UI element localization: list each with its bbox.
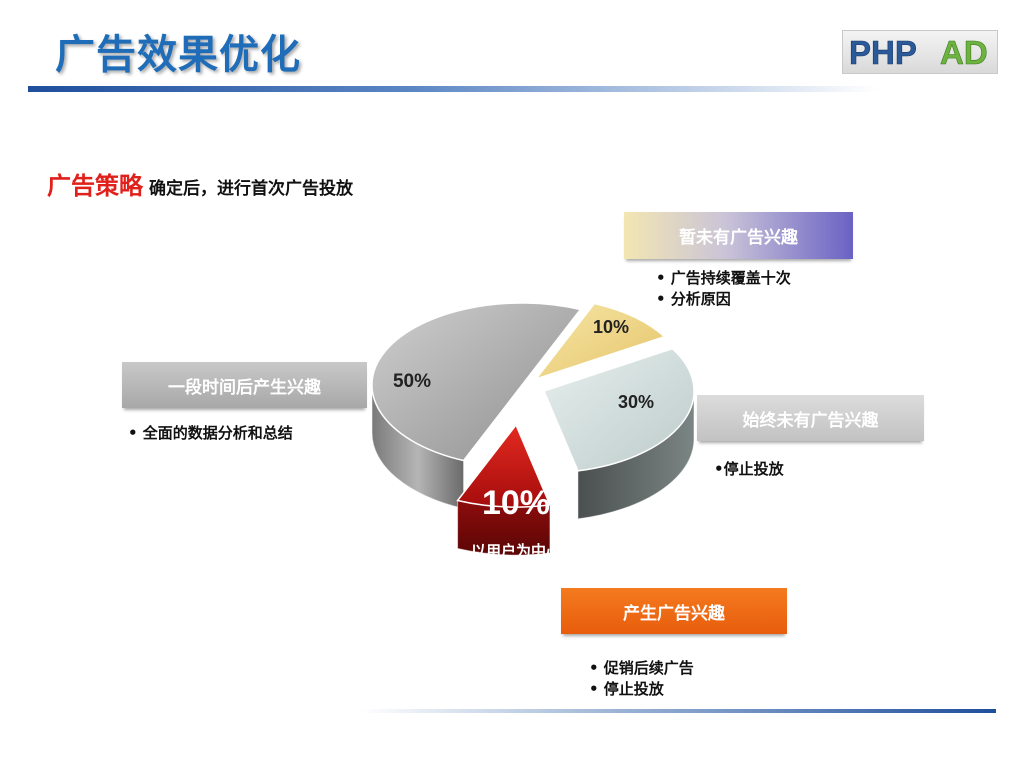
pie-slice-value-label: 10% (593, 317, 629, 337)
bullet-item: • 广告持续覆盖十次 (656, 269, 791, 287)
strategy-highlight: 广告策略 (47, 172, 143, 200)
pie-slice-side (457, 499, 551, 556)
bullet-item: •停止投放 (714, 460, 784, 478)
strategy-text: 确定后，进行首次广告投放 (149, 179, 353, 199)
bullet-item: • 分析原因 (656, 290, 731, 308)
bullets-later-interest: • 全面的数据分析和总结 (128, 423, 293, 444)
title-underline (28, 86, 878, 92)
pie-center-label: 以用户为中心 (471, 542, 561, 560)
banner-never-interest: 始终未有广告兴趣 (697, 395, 924, 441)
strategy-line: 广告策略 确定后，进行首次广告投放 (47, 166, 353, 201)
bullet-item: • 促销后续广告 (589, 659, 694, 677)
bullet-item: • 停止投放 (589, 680, 664, 698)
pie-slice (371, 302, 582, 462)
pie-slice-value-label: 30% (618, 392, 654, 412)
pie-slice (533, 302, 666, 381)
banner-interest: 产生广告兴趣 (561, 588, 787, 634)
pie-slice-side (577, 390, 695, 520)
banner-no-interest-yet: 暂未有广告兴趣 (624, 212, 853, 259)
footer-rule (360, 709, 996, 713)
logo-ad: AD (940, 34, 988, 71)
logo-php: PHP (849, 34, 917, 71)
pie-slice (456, 423, 552, 508)
pie-slice (542, 347, 695, 472)
bullets-no-interest-yet: • 广告持续覆盖十次 • 分析原因 (656, 268, 791, 310)
pie-slice-value-label: 50% (393, 371, 431, 392)
pie-slice-value-label: 10% (482, 484, 550, 522)
bullets-never-interest: •停止投放 (714, 459, 784, 480)
bullet-item: • 全面的数据分析和总结 (128, 424, 293, 442)
phpad-logo: PHP AD (842, 30, 998, 74)
banner-later-interest: 一段时间后产生兴趣 (122, 362, 367, 408)
bullets-interest: • 促销后续广告 • 停止投放 (589, 658, 694, 700)
pie-slice-side (371, 384, 465, 510)
page-title: 广告效果优化 (55, 32, 301, 78)
